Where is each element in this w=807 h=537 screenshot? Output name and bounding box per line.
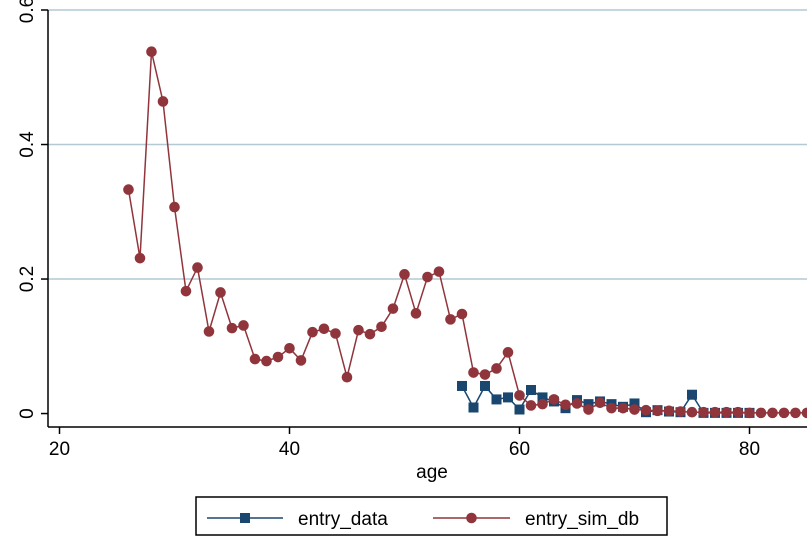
- legend-label: entry_data: [298, 509, 388, 530]
- legend-label: entry_sim_db: [525, 509, 639, 530]
- data-point: [767, 407, 778, 419]
- y-tick-label: 0.4: [17, 131, 38, 158]
- data-point: [387, 303, 399, 314]
- data-point: [778, 407, 790, 419]
- data-point: [468, 402, 479, 413]
- data-point: [571, 398, 583, 409]
- data-point: [514, 390, 525, 401]
- y-tick-label: 0.6: [17, 0, 38, 23]
- data-point: [537, 398, 548, 410]
- data-point: [261, 355, 272, 367]
- data-point: [560, 399, 571, 411]
- data-point: [215, 287, 226, 298]
- axes: 0 0.2 0.4 0.6 20 40 60 80: [17, 0, 807, 460]
- data-point: [514, 404, 525, 415]
- data-point: [790, 407, 801, 419]
- data-point: [123, 184, 134, 195]
- data-point: [399, 269, 410, 280]
- data-point: [376, 321, 387, 333]
- x-axis-title: age: [416, 462, 448, 483]
- data-point: [526, 385, 536, 396]
- data-point: [675, 406, 686, 417]
- data-point: [203, 326, 215, 337]
- data-point: [629, 398, 640, 409]
- data-point: [491, 394, 502, 405]
- legend-items: entry_data entry_sim_db: [207, 509, 639, 530]
- data-point: [640, 404, 652, 416]
- data-point: [709, 406, 721, 418]
- legend-marker-square: [240, 513, 250, 523]
- data-point: [134, 252, 146, 264]
- x-tick-label: 60: [509, 439, 530, 460]
- data-point: [801, 407, 807, 419]
- data-point: [606, 402, 617, 414]
- data-point: [687, 389, 697, 400]
- data-point: [698, 406, 709, 418]
- data-point: [721, 406, 732, 418]
- data-point: [732, 406, 744, 418]
- data-point: [468, 367, 479, 378]
- data-point: [341, 371, 353, 383]
- legend-item-entry_data: entry_data: [207, 509, 388, 530]
- data-point: [744, 407, 755, 419]
- data-point: [594, 397, 606, 409]
- data-point: [192, 262, 203, 273]
- data-point: [525, 400, 537, 411]
- data-point: [284, 343, 295, 354]
- y-tick-label: 0.2: [17, 266, 38, 292]
- series-group: [123, 46, 807, 419]
- data-point: [502, 347, 514, 358]
- data-point: [364, 328, 376, 340]
- data-point: [249, 353, 261, 365]
- legend: entry_data entry_sim_db: [195, 496, 668, 536]
- data-point: [479, 369, 491, 380]
- data-point: [583, 404, 594, 415]
- data-point: [583, 399, 594, 410]
- data-point: [318, 323, 330, 335]
- data-point: [663, 405, 675, 417]
- legend-item-entry_sim_db: entry_sim_db: [433, 509, 639, 530]
- data-point: [410, 308, 422, 319]
- data-point: [238, 320, 249, 331]
- data-point: [548, 394, 560, 405]
- data-point: [491, 363, 502, 374]
- data-point: [295, 355, 307, 366]
- data-point: [180, 285, 192, 297]
- data-point: [652, 405, 663, 417]
- data-point: [629, 404, 640, 415]
- legend-marker-circle: [466, 512, 477, 524]
- data-point: [272, 351, 284, 363]
- data-point: [503, 392, 513, 403]
- data-point: [422, 271, 433, 283]
- data-point: [330, 328, 341, 339]
- data-point: [157, 96, 169, 107]
- data-point: [307, 326, 318, 338]
- data-point: [445, 314, 456, 325]
- data-point: [456, 308, 468, 320]
- x-tick-label: 80: [739, 439, 760, 460]
- x-tick-label: 40: [279, 439, 300, 460]
- data-point: [617, 402, 629, 414]
- data-point: [433, 266, 445, 277]
- series-entry_sim_db: [123, 46, 807, 419]
- data-point: [353, 324, 364, 336]
- data-point: [226, 322, 238, 334]
- data-point: [537, 392, 548, 403]
- data-point: [146, 46, 157, 57]
- data-point: [755, 407, 767, 419]
- legend-box: [195, 496, 668, 536]
- y-tick-label: 0: [17, 408, 38, 419]
- data-point: [457, 380, 467, 391]
- data-point: [169, 201, 180, 213]
- x-tick-label: 20: [49, 439, 70, 460]
- data-point: [480, 380, 490, 391]
- data-point: [686, 406, 698, 418]
